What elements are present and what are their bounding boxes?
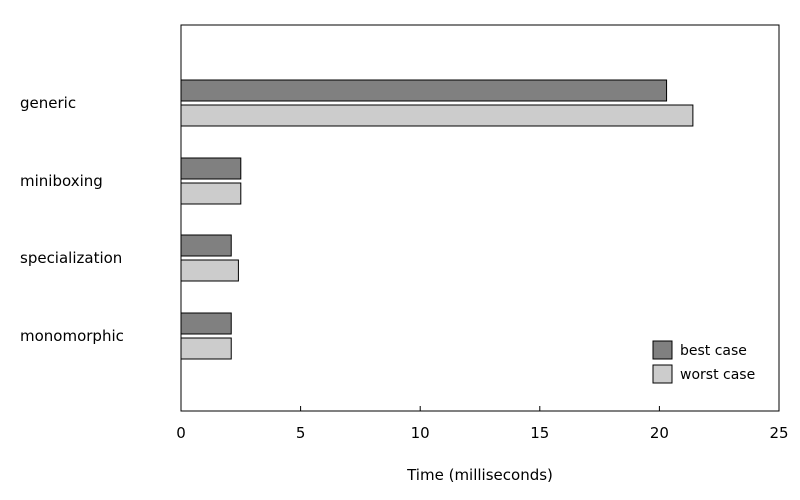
category-label-generic: generic <box>20 94 76 112</box>
category-labels: generic miniboxing specialization monomorph… <box>20 94 124 345</box>
x-axis-label: Time (milliseconds) <box>406 466 553 484</box>
x-tick-label-10: 10 <box>411 424 430 442</box>
bar-monomorphic-worst-case <box>180 337 232 360</box>
x-tick-label-25: 25 <box>769 424 788 442</box>
plot-frame <box>180 24 780 412</box>
bars-group <box>180 79 694 360</box>
legend-label-worst-case: worst case <box>680 367 755 383</box>
x-tick-label-15: 15 <box>530 424 549 442</box>
category-label-specialization: specialization <box>20 249 122 267</box>
bar-generic-best-case <box>180 79 668 102</box>
x-tick-label-5: 5 <box>296 424 306 442</box>
bar-generic-worst-case <box>180 104 694 127</box>
x-axis-ticks: 0 5 10 15 20 25 <box>176 406 789 442</box>
legend-swatch-best-case <box>652 340 673 360</box>
bar-miniboxing-best-case <box>180 157 242 180</box>
bar-specialization-worst-case <box>180 259 239 282</box>
category-label-monomorphic: monomorphic <box>20 327 124 345</box>
legend-swatch-worst-case <box>652 364 673 384</box>
bar-miniboxing-worst-case <box>180 182 242 205</box>
x-tick-label-20: 20 <box>650 424 669 442</box>
bar-monomorphic-best-case <box>180 312 232 335</box>
category-label-miniboxing: miniboxing <box>20 172 103 190</box>
bar-specialization-best-case <box>180 234 232 257</box>
legend: best case worst case <box>652 340 755 384</box>
x-tick-label-0: 0 <box>176 424 186 442</box>
legend-label-best-case: best case <box>680 343 747 359</box>
